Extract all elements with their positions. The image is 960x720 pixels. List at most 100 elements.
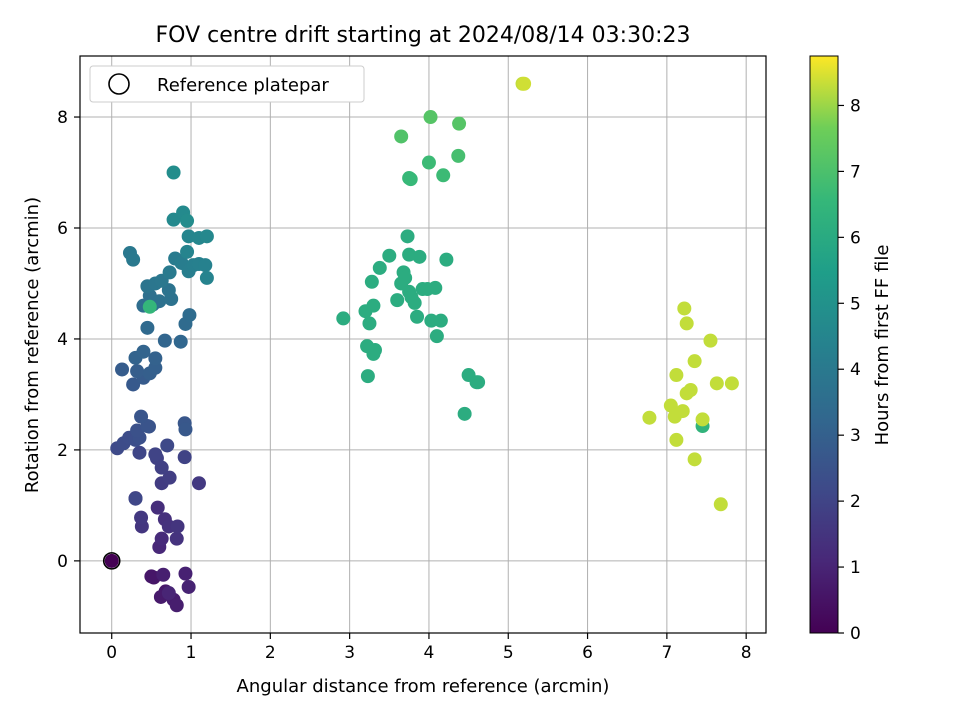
data-point [128, 491, 143, 506]
data-point [390, 293, 405, 308]
data-point [451, 148, 466, 163]
x-tick-label: 1 [186, 643, 197, 663]
data-point [199, 270, 214, 285]
plot-frame [79, 55, 767, 634]
data-point [150, 500, 165, 515]
data-point [160, 438, 175, 453]
data-point [642, 410, 657, 425]
data-point [169, 531, 184, 546]
y-tick-label: 6 [57, 219, 68, 239]
data-point [394, 129, 409, 144]
data-point [687, 354, 702, 369]
colorbar-tick-label: 0 [850, 624, 861, 644]
legend: Reference platepar [89, 65, 365, 103]
data-point [181, 229, 196, 244]
data-point [115, 362, 130, 377]
data-point [166, 212, 181, 227]
colorbar-tick-label: 3 [850, 426, 861, 446]
data-point [436, 168, 451, 183]
data-point [173, 334, 188, 349]
data-point [166, 165, 181, 180]
reference-platepar-marker [102, 552, 121, 570]
legend-box [89, 65, 365, 103]
data-point [162, 265, 177, 280]
data-point [134, 510, 149, 525]
data-point [423, 110, 438, 125]
data-point [709, 376, 724, 391]
x-tick-label: 0 [106, 643, 117, 663]
colorbar-ticks: 0 1 2 3 4 5 6 7 8 [838, 96, 861, 644]
data-point [675, 404, 690, 419]
data-point [126, 377, 141, 392]
data-point [457, 406, 472, 421]
data-point [180, 213, 195, 228]
data-point [360, 369, 375, 384]
colorbar-tick-label: 2 [850, 492, 861, 512]
data-point [517, 76, 532, 91]
colorbar-tick-label: 7 [850, 162, 861, 182]
data-point [182, 308, 197, 323]
data-point [130, 364, 145, 379]
data-point [364, 274, 379, 289]
data-point [198, 258, 213, 273]
data-point [439, 252, 454, 267]
data-point [162, 470, 177, 485]
data-point [669, 368, 684, 383]
data-point [433, 313, 448, 328]
data-point [677, 301, 692, 316]
data-point [669, 432, 684, 447]
y-axis-label: Rotation from reference (arcmin) [22, 197, 43, 493]
data-point [180, 244, 195, 259]
data-point [398, 270, 413, 285]
data-points [104, 76, 739, 613]
x-tick-label: 2 [265, 643, 276, 663]
data-point [191, 476, 206, 491]
data-point [161, 586, 176, 601]
data-point [687, 452, 702, 467]
data-point [148, 447, 163, 462]
x-tick-label: 8 [741, 643, 752, 663]
data-point [154, 531, 169, 546]
colorbar-gradient [809, 55, 839, 634]
data-point [170, 519, 185, 534]
data-point [412, 249, 427, 264]
colorbar-tick-label: 1 [850, 558, 861, 578]
data-point [703, 333, 718, 348]
x-tick-label: 4 [424, 643, 435, 663]
data-point [199, 229, 214, 244]
data-point [126, 252, 141, 267]
x-tick-label: 6 [582, 643, 593, 663]
data-point [428, 280, 443, 295]
colorbar-label: Hours from first FF file [872, 245, 893, 446]
data-point [177, 450, 192, 465]
data-point [366, 346, 381, 361]
data-point [169, 598, 184, 613]
data-point [362, 316, 377, 331]
data-point [142, 299, 157, 314]
grid-lines [80, 56, 766, 633]
colorbar-tick-label: 4 [850, 360, 861, 380]
data-point [421, 155, 436, 170]
legend-entry-reference: Reference platepar [157, 75, 329, 96]
y-tick-label: 2 [57, 441, 68, 461]
x-axis-label: Angular distance from reference (arcmin) [237, 676, 610, 697]
data-point [724, 376, 739, 391]
data-point [366, 298, 381, 313]
data-point [336, 311, 351, 326]
x-axis-ticks: 0 1 2 3 4 5 6 7 8 [106, 633, 752, 663]
data-point [410, 309, 425, 324]
y-tick-label: 0 [57, 552, 68, 572]
x-tick-label: 7 [661, 643, 672, 663]
data-point [400, 229, 415, 244]
y-tick-label: 8 [57, 108, 68, 128]
data-point [178, 566, 193, 581]
data-point [679, 316, 694, 331]
x-tick-label: 5 [503, 643, 514, 663]
data-point [452, 116, 467, 131]
y-axis-ticks: 0 2 4 6 8 [57, 108, 80, 572]
data-point [134, 409, 149, 424]
y-tick-label: 4 [57, 330, 68, 350]
data-point [372, 260, 387, 275]
data-point [148, 351, 163, 366]
data-point [181, 579, 196, 594]
